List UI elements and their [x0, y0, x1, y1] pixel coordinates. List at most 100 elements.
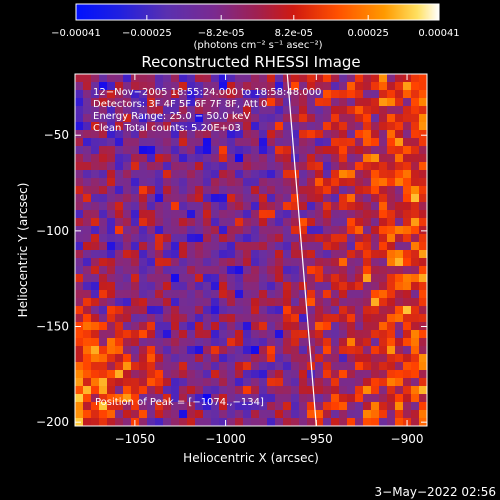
heatmap-cell — [99, 90, 108, 99]
heatmap-cell — [147, 274, 156, 283]
heatmap-cell — [315, 410, 324, 419]
heatmap-cell — [267, 322, 276, 331]
heatmap-cell — [411, 250, 420, 259]
heatmap-cell — [275, 186, 284, 195]
heatmap-cell — [363, 178, 372, 187]
heatmap-cell — [387, 162, 396, 171]
heatmap-cell — [99, 114, 108, 123]
heatmap-cell — [331, 130, 340, 139]
heatmap-cell — [187, 322, 196, 331]
heatmap-cell — [123, 338, 132, 347]
heatmap-cell — [283, 210, 292, 219]
heatmap-cell — [283, 170, 292, 179]
heatmap-cell — [323, 98, 332, 107]
heatmap-cell — [91, 242, 100, 251]
heatmap-cell — [307, 322, 316, 331]
heatmap-cell — [307, 202, 316, 211]
heatmap-cell — [163, 178, 172, 187]
heatmap-cell — [123, 90, 132, 99]
heatmap-cell — [187, 338, 196, 347]
heatmap-cell — [331, 170, 340, 179]
heatmap-cell — [147, 186, 156, 195]
heatmap-cell — [211, 162, 220, 171]
heatmap-cell — [371, 346, 380, 355]
heatmap-cell — [139, 258, 148, 267]
heatmap-cell — [411, 154, 420, 163]
heatmap-cell — [419, 130, 427, 139]
heatmap-cell — [123, 322, 132, 331]
heatmap-cell — [227, 266, 236, 275]
heatmap-cell — [187, 186, 196, 195]
heatmap-cell — [115, 226, 124, 235]
heatmap-cell — [355, 386, 364, 395]
heatmap-cell — [395, 98, 404, 107]
heatmap-cell — [259, 378, 268, 387]
heatmap-cell — [363, 290, 372, 299]
heatmap-cell — [355, 306, 364, 315]
heatmap-cell — [339, 266, 348, 275]
heatmap-cell — [251, 338, 260, 347]
heatmap-cell — [403, 322, 412, 331]
heatmap-cell — [299, 370, 308, 379]
heatmap-cell — [267, 242, 276, 251]
heatmap-cell — [123, 314, 132, 323]
heatmap-cell — [307, 138, 316, 147]
heatmap-cell — [251, 330, 260, 339]
heatmap-cell — [163, 218, 172, 227]
heatmap-cell — [115, 186, 124, 195]
heatmap-cell — [235, 386, 244, 395]
heatmap-cell — [163, 290, 172, 299]
heatmap-cell — [235, 394, 244, 403]
heatmap-cell — [75, 226, 84, 235]
heatmap-cell — [339, 186, 348, 195]
heatmap-cell — [307, 378, 316, 387]
heatmap-cell — [163, 386, 172, 395]
heatmap-cell — [123, 274, 132, 283]
heatmap-cell — [387, 106, 396, 115]
heatmap-cell — [283, 402, 292, 411]
heatmap-cell — [155, 114, 164, 123]
heatmap-cell — [267, 394, 276, 403]
heatmap-cell — [275, 162, 284, 171]
heatmap-cell — [419, 178, 427, 187]
heatmap-cell — [243, 242, 252, 251]
heatmap-cell — [291, 338, 300, 347]
heatmap-cell — [139, 210, 148, 219]
heatmap-cell — [267, 146, 276, 155]
heatmap-cell — [99, 250, 108, 259]
heatmap-cell — [83, 170, 92, 179]
heatmap-cell — [83, 138, 92, 147]
heatmap-cell — [179, 186, 188, 195]
heatmap-cell — [395, 186, 404, 195]
heatmap-cell — [219, 146, 228, 155]
heatmap-cell — [155, 314, 164, 323]
heatmap-cell — [291, 178, 300, 187]
heatmap-cell — [379, 162, 388, 171]
heatmap-cell — [227, 362, 236, 371]
heatmap — [75, 74, 427, 426]
heatmap-cell — [267, 402, 276, 411]
heatmap-cell — [259, 186, 268, 195]
heatmap-cell — [227, 106, 236, 115]
heatmap-cell — [363, 202, 372, 211]
heatmap-cell — [155, 162, 164, 171]
heatmap-cell — [107, 122, 116, 131]
heatmap-cell — [131, 218, 140, 227]
heatmap-cell — [411, 130, 420, 139]
heatmap-cell — [331, 202, 340, 211]
heatmap-cell — [195, 258, 204, 267]
heatmap-cell — [363, 146, 372, 155]
colorbar-unit-label: (photons cm⁻² s⁻¹ asec⁻²) — [193, 40, 322, 51]
heatmap-cell — [235, 82, 244, 91]
heatmap-cell — [307, 154, 316, 163]
heatmap-cell — [147, 402, 156, 411]
heatmap-cell — [403, 234, 412, 243]
x-tick-label: −950 — [300, 432, 333, 446]
heatmap-cell — [403, 370, 412, 379]
heatmap-cell — [75, 170, 84, 179]
heatmap-cell — [123, 234, 132, 243]
heatmap-cell — [171, 258, 180, 267]
heatmap-cell — [163, 354, 172, 363]
heatmap-cell — [355, 90, 364, 99]
heatmap-cell — [291, 402, 300, 411]
